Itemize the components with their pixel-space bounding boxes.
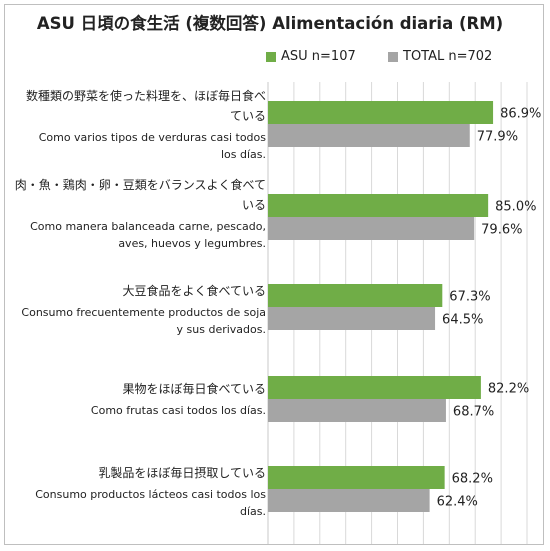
category-label-2: 肉・魚・鶏肉・卵・豆類をバランスよく食べている Como manera balan… (11, 175, 266, 252)
category-label-3: 大豆食品をよく食べている Consumo frecuentemente produ… (21, 281, 266, 338)
value-label-total-1: 77.9% (477, 130, 518, 145)
legend-swatch-total (388, 51, 398, 62)
category-label-4: 果物をほぼ毎日食べている Como frutas casi todos los d… (21, 379, 266, 419)
category-label-es: Como manera balanceada carne, pescado, a… (30, 220, 266, 250)
value-label-asu-2: 85.0% (495, 200, 536, 215)
value-label-asu-5: 68.2% (452, 472, 493, 487)
category-label-1: 数種類の野菜を使った料理を、ほぼ毎日食べている Como varios tipos… (21, 86, 266, 163)
value-label-asu-3: 67.3% (449, 290, 490, 305)
category-label-es: Consumo frecuentemente productos de soja… (21, 306, 266, 336)
value-label-total-2: 79.6% (481, 223, 522, 238)
bar-asu-5 (268, 466, 445, 489)
category-label-es: Como frutas casi todos los días. (90, 404, 266, 417)
bar-total-3 (268, 307, 436, 330)
legend-swatch-asu (266, 51, 276, 62)
legend-label-total: TOTAL n=702 (403, 49, 493, 64)
legend-label-asu: ASU n=107 (281, 49, 356, 64)
value-label-asu-1: 86.9% (500, 107, 541, 122)
category-label-ja: 果物をほぼ毎日食べている (122, 382, 266, 396)
category-label-es: Consumo productos lácteos casi todos los… (35, 488, 266, 518)
chart-frame (4, 4, 544, 545)
category-label-ja: 肉・魚・鶏肉・卵・豆類をバランスよく食べている (14, 178, 266, 212)
category-label-ja: 乳製品をほぼ毎日摂取している (98, 466, 266, 480)
category-label-5: 乳製品をほぼ毎日摂取している Consumo productos lácteos … (21, 463, 266, 520)
chart-title: ASU 日頃の食生活 (複数回答) Alimentación diaria (R… (36, 14, 504, 33)
bar-asu-2 (268, 194, 489, 217)
value-label-total-3: 64.5% (442, 313, 483, 328)
value-label-asu-4: 82.2% (488, 382, 529, 397)
value-label-total-4: 68.7% (453, 405, 494, 420)
value-label-total-5: 62.4% (437, 495, 478, 510)
bar-total-4 (268, 399, 446, 422)
bar-asu-3 (268, 284, 443, 307)
category-label-es: Como varios tipos de verduras casi todos… (38, 131, 266, 161)
bar-total-5 (268, 489, 430, 512)
legend-item-asu: ASU n=107 (266, 49, 356, 64)
bar-total-1 (268, 124, 470, 147)
legend-item-total: TOTAL n=702 (388, 49, 492, 64)
bar-asu-4 (268, 376, 481, 399)
category-label-ja: 数種類の野菜を使った料理を、ほぼ毎日食べている (25, 89, 266, 123)
bar-asu-1 (268, 101, 494, 124)
category-label-ja: 大豆食品をよく食べている (122, 284, 266, 298)
bar-total-2 (268, 217, 475, 240)
